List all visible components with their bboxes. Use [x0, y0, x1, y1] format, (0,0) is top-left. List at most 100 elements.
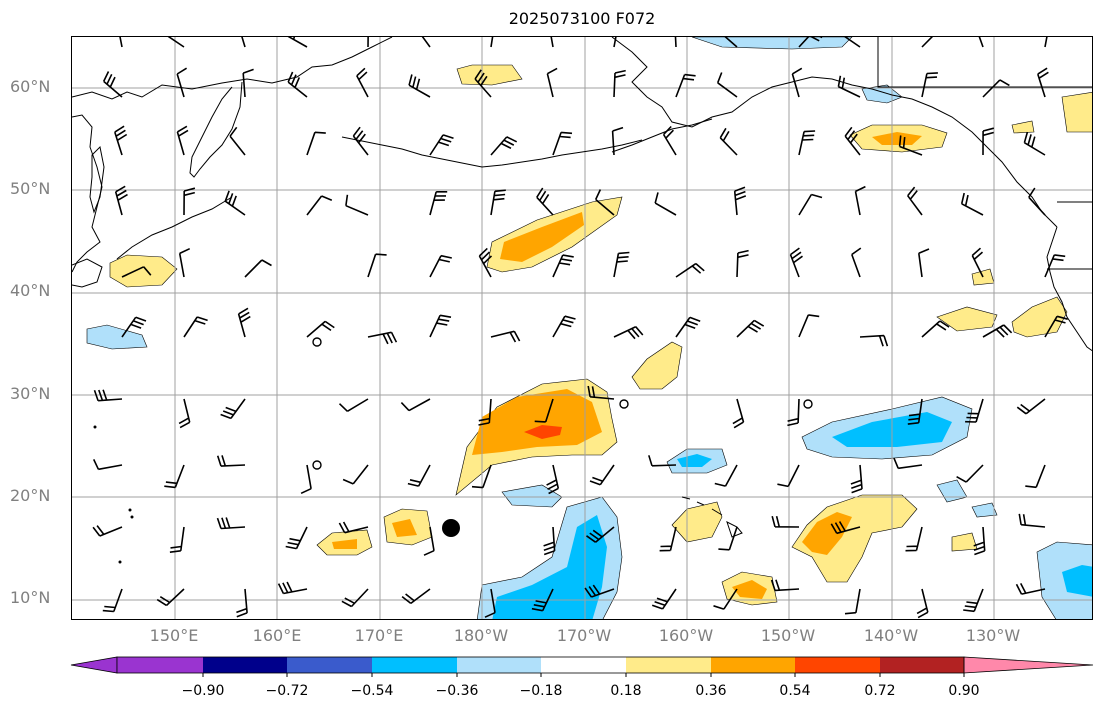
wind-barb	[92, 525, 123, 537]
positive-anomaly-core	[500, 212, 584, 262]
wind-barb	[719, 127, 738, 156]
lon-label-140w: 140°W	[863, 626, 919, 645]
wind-barb	[675, 262, 705, 278]
wind-barb	[613, 37, 617, 48]
kuril-islands	[116, 196, 233, 260]
wind-barb	[490, 330, 521, 343]
wind-barb	[408, 74, 431, 98]
positive-anomaly-region	[109, 254, 178, 288]
wind-barb	[102, 71, 123, 98]
colorbar-segments	[70, 656, 1094, 677]
wind-barb	[471, 464, 492, 489]
wind-barb	[1018, 513, 1046, 528]
wind-barb	[854, 185, 866, 216]
wind-barb	[611, 126, 624, 156]
wind-barb	[837, 75, 861, 98]
negative-anomaly-core	[1062, 565, 1092, 597]
wind-barb	[1044, 315, 1068, 338]
wind-barb	[484, 588, 496, 618]
hawaii-islands	[681, 496, 743, 538]
wind-barb	[662, 125, 677, 156]
colorbar-segment	[795, 657, 880, 673]
wind-barb	[367, 37, 369, 48]
colorbar-tick-label: 0.72	[864, 683, 896, 699]
wind-barb	[675, 73, 696, 98]
wind-barb	[93, 389, 123, 402]
wind-barb	[648, 455, 677, 467]
map-panel	[71, 36, 1093, 620]
positive-anomaly-region	[791, 494, 918, 583]
sakhalin-coast	[89, 145, 105, 214]
coastlines	[72, 37, 1092, 564]
wind-barb	[216, 455, 246, 467]
wind-barb	[102, 588, 123, 613]
wind-barb	[183, 187, 196, 216]
wind-barb	[216, 517, 246, 530]
wind-barb	[771, 515, 800, 528]
aleutian-islands	[341, 136, 643, 168]
na-west-coast	[1046, 226, 1092, 352]
wind-barb	[587, 385, 615, 400]
alaska-peninsula	[611, 118, 713, 153]
wind-barb	[716, 72, 738, 98]
wind-barb	[306, 195, 333, 216]
wind-barb	[733, 186, 747, 216]
wind-barb	[285, 526, 308, 550]
wind-barb	[546, 67, 558, 98]
wind-barb	[229, 126, 246, 156]
wind-barb	[176, 125, 189, 156]
colorbar-tick-label: 0.90	[948, 683, 980, 699]
wind-barb	[798, 130, 816, 156]
wind-barb	[787, 398, 800, 427]
storm-center-marker	[442, 519, 460, 537]
wind-barb	[114, 125, 128, 156]
wind-barb	[429, 254, 452, 278]
lon-label-170w: 170°W	[556, 626, 612, 645]
wind-barb	[114, 185, 128, 216]
wind-barb	[121, 266, 152, 278]
colorbar-segment	[880, 657, 964, 673]
wind-barb	[241, 37, 246, 48]
wind-barb	[178, 247, 191, 278]
wind-barb	[732, 398, 745, 429]
shaded-contours	[86, 37, 1092, 619]
wind-barb	[552, 131, 573, 156]
wind-barb	[777, 464, 800, 488]
wind-barb	[789, 247, 803, 278]
positive-anomaly-region	[631, 341, 683, 390]
wind-barb	[401, 588, 431, 605]
lon-label-150e: 150°E	[149, 626, 199, 645]
wind-barb	[613, 325, 644, 340]
wind-barb	[306, 320, 335, 338]
calm-wind-marker	[619, 399, 629, 409]
wind-barb	[798, 193, 823, 216]
wind-barb	[674, 37, 677, 48]
wind-barb	[613, 69, 626, 98]
colorbar-segment	[287, 657, 372, 673]
wind-barb	[851, 247, 862, 278]
wind-barb	[167, 37, 185, 48]
wind-barb	[921, 320, 950, 338]
wind-barb	[982, 79, 1010, 98]
wind-barb	[1025, 464, 1046, 489]
positive-anomaly-peak	[524, 425, 562, 439]
wind-barb	[965, 398, 984, 423]
colorbar-extend-low	[70, 656, 118, 674]
wind-barb	[905, 526, 923, 552]
negative-anomaly-region	[691, 37, 853, 50]
wind-barb	[478, 247, 493, 278]
wind-barb	[960, 192, 984, 216]
wind-barb	[589, 464, 615, 486]
wind-barb	[907, 186, 923, 216]
wind-barb	[718, 526, 738, 551]
wind-barb	[798, 37, 823, 48]
colorbar-tick-label: −0.72	[265, 683, 309, 699]
wind-barb	[338, 398, 369, 412]
colorbar-tick-label: 0.54	[779, 683, 811, 699]
wind-barb	[973, 526, 986, 556]
colorbar-segment	[372, 657, 457, 673]
wind-barb	[421, 37, 431, 48]
wind-barb	[352, 126, 369, 156]
wind-barb	[982, 324, 1013, 338]
lon-label-180w: 180°W	[453, 626, 509, 645]
